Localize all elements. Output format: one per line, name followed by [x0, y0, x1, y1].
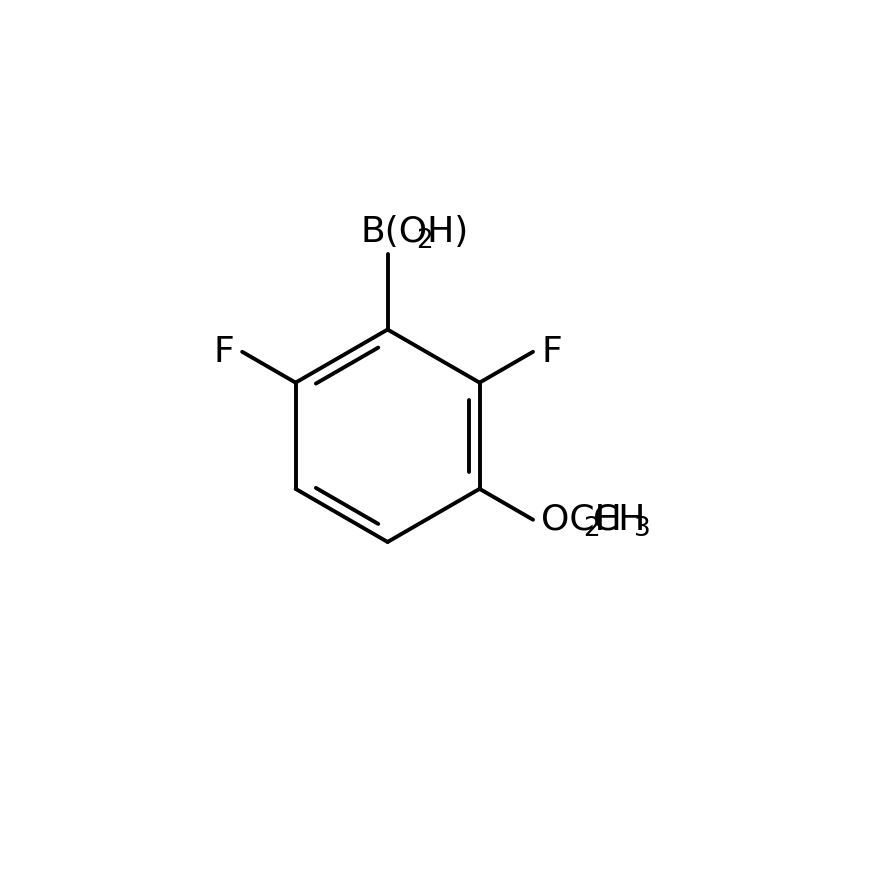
Text: OCH: OCH: [541, 503, 622, 537]
Text: 3: 3: [635, 515, 651, 542]
Text: 2: 2: [583, 515, 600, 542]
Text: F: F: [214, 335, 234, 368]
Text: 2: 2: [417, 228, 433, 255]
Text: B(OH): B(OH): [360, 214, 468, 248]
Text: CH: CH: [593, 503, 645, 537]
Text: F: F: [541, 335, 562, 368]
